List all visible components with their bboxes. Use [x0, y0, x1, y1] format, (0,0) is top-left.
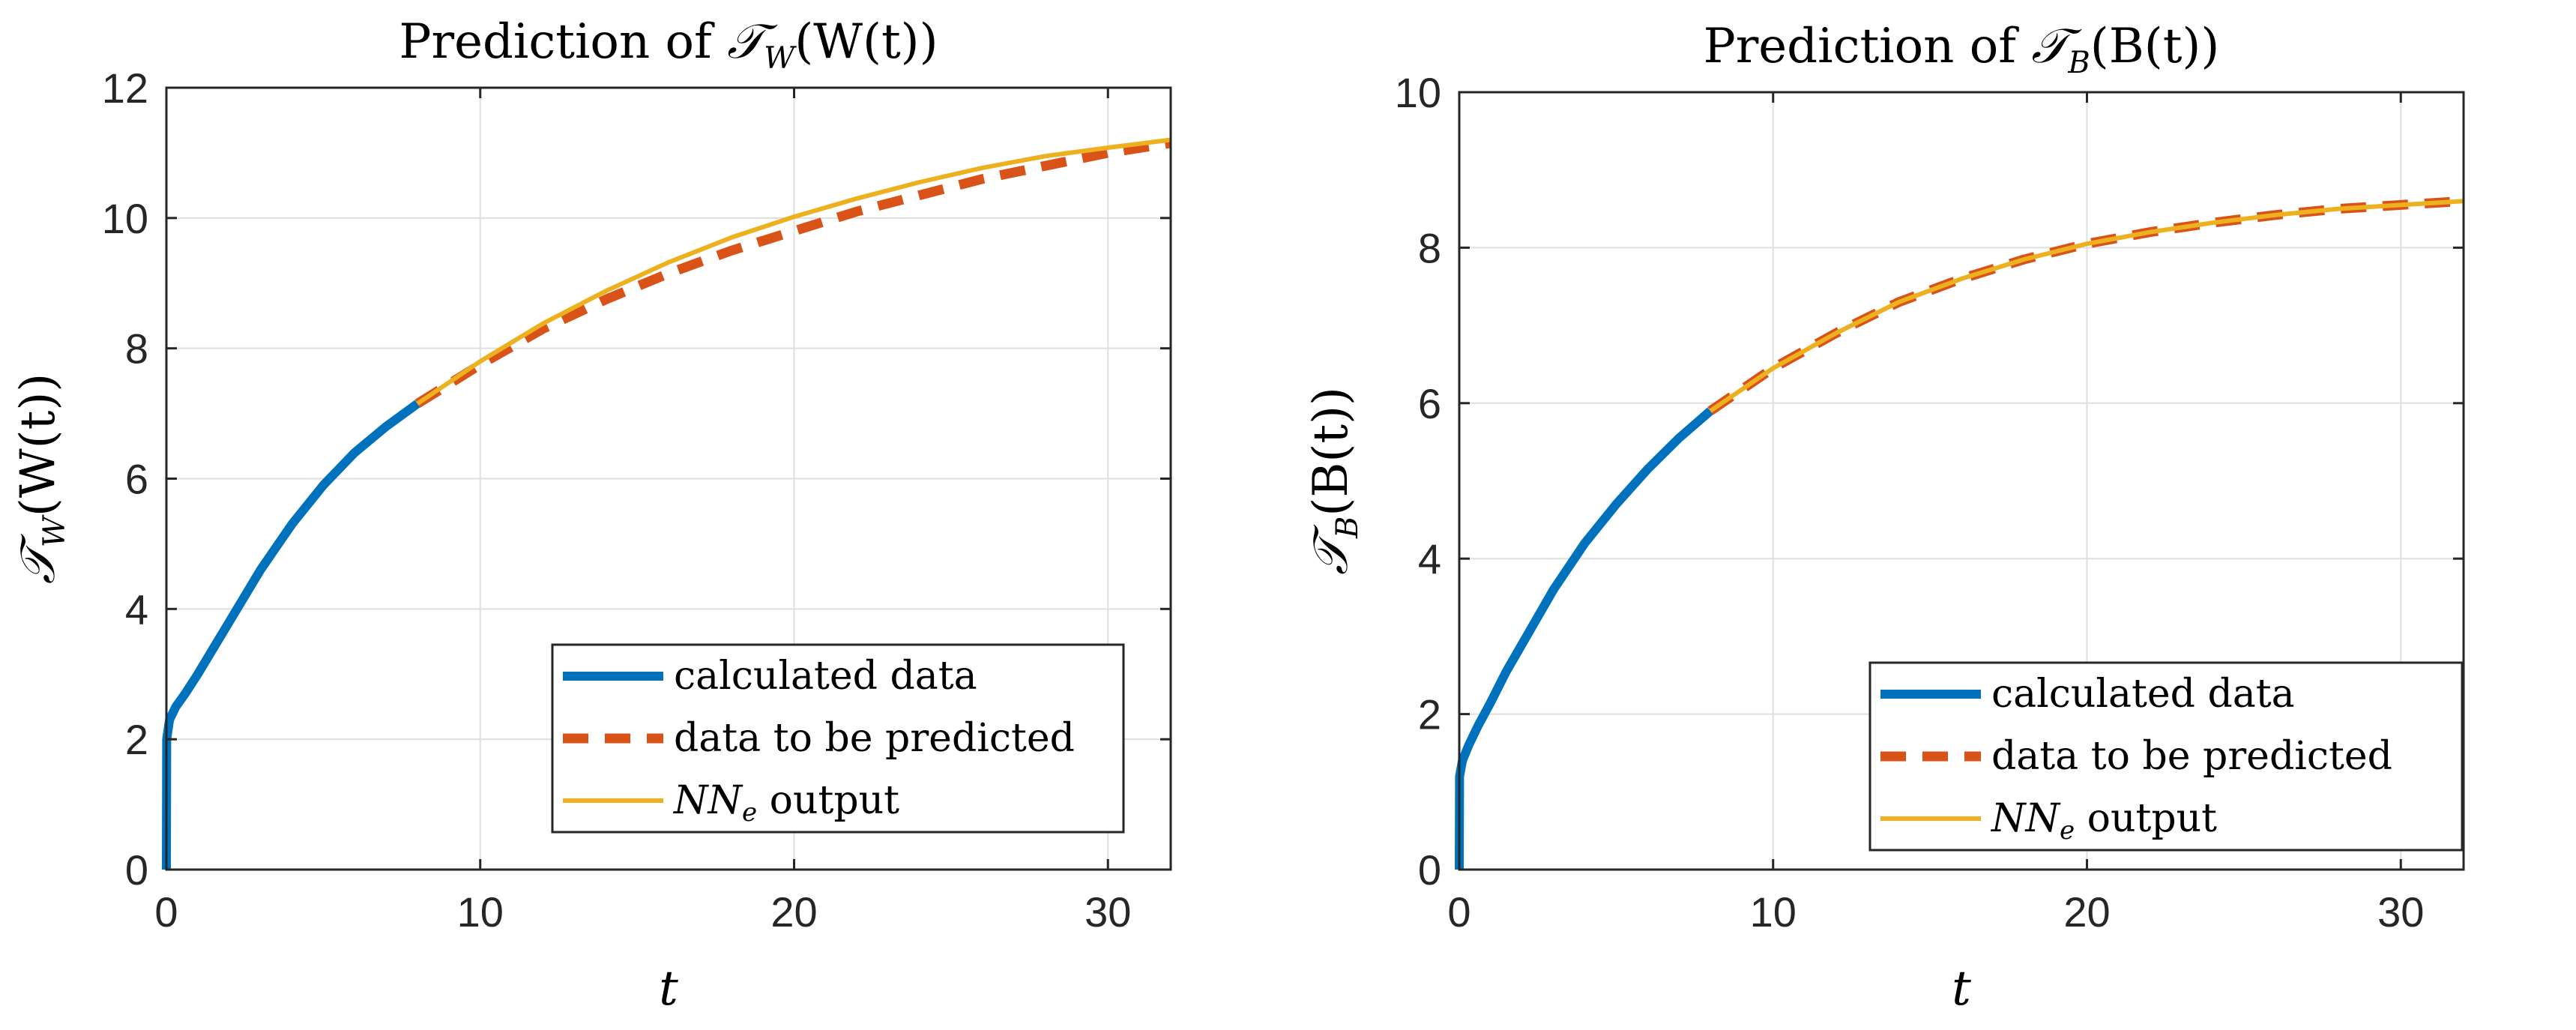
y-tick-label: 4	[1418, 535, 1441, 582]
y-tick-label: 4	[125, 585, 148, 633]
x-tick-label: 0	[1447, 888, 1471, 936]
legend-label: calculated data	[1991, 672, 2295, 717]
series-line-data-to-be-predicted	[414, 138, 1171, 409]
legend: calculated data data to be predicted NNe o…	[551, 643, 1125, 834]
legend-label: NNe output	[1990, 796, 2217, 846]
y-tick-label: 10	[102, 195, 148, 242]
legend-label: data to be predicted	[1991, 734, 2392, 779]
x-tick-label: 0	[154, 888, 178, 936]
x-axis-label: t	[659, 961, 678, 1017]
y-tick-label: 12	[102, 64, 148, 112]
y-tick-label: 6	[125, 456, 148, 503]
x-tick-label: 20	[770, 888, 817, 936]
y-tick-label: 0	[1418, 846, 1441, 894]
series-line-calculated-data	[162, 400, 420, 870]
y-tick-label: 0	[125, 846, 148, 894]
chart-title: Prediction of 𝒯W(W(t))	[399, 14, 938, 76]
legend-label: calculated data	[674, 654, 977, 699]
y-axis-label: 𝒯B(B(t))	[1303, 387, 1365, 575]
legend: calculated data data to be predicted NNe o…	[1868, 661, 2464, 852]
y-tick-label: 2	[1418, 691, 1441, 738]
chart-title: Prediction of 𝒯B(B(t))	[1704, 19, 2220, 80]
axes-box	[1458, 91, 2465, 871]
x-tick-label: 20	[2063, 888, 2110, 936]
x-tick-label: 30	[2377, 888, 2424, 936]
legend-label: NNe output	[672, 778, 899, 828]
x-tick-label: 30	[1085, 888, 1131, 936]
y-tick-label: 8	[125, 325, 148, 373]
y-axis-label: 𝒯W(W(t))	[10, 373, 72, 585]
legend-label: data to be predicted	[674, 716, 1075, 761]
y-tick-label: 6	[1418, 380, 1441, 427]
y-tick-label: 2	[125, 716, 148, 763]
chart-panel-1: 0 10 20 30 0 2 4 6 8 10 12 Prediction of 𝒯W(W(t)) t 𝒯…	[10, 14, 1172, 1017]
y-tick-label: 10	[1395, 69, 1441, 116]
chart-panel-2: 0 10 20 30 0 2 4 6 8 10 Prediction of 𝒯B(B(t)) t 𝒯B(…	[1303, 19, 2465, 1017]
y-tick-label: 8	[1418, 224, 1441, 271]
series-line-calculated-data	[1455, 407, 1713, 870]
x-tick-label: 10	[457, 888, 504, 936]
series-line-nn-e-output	[416, 137, 1171, 406]
x-tick-label: 10	[1750, 888, 1797, 936]
series-line-nn-e-output	[1709, 199, 2464, 413]
x-axis-label: t	[1952, 961, 1971, 1017]
